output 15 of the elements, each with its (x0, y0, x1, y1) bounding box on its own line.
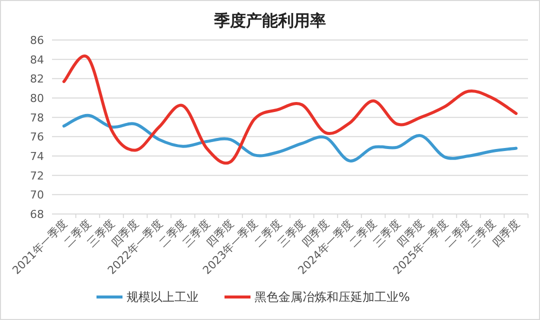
line-series (62, 114, 518, 162)
y-tick-label: 76 (30, 130, 44, 144)
y-tick-label: 74 (30, 150, 44, 163)
legend-label: 规模以上工业 (126, 290, 198, 304)
line-series (62, 54, 518, 164)
y-tick-label: 84 (30, 53, 44, 66)
y-tick-label: 80 (30, 92, 44, 105)
y-tick-label: 78 (30, 111, 44, 124)
y-tick-label: 68 (30, 208, 44, 221)
y-tick-label: 82 (30, 72, 44, 86)
y-tick-label: 72 (30, 169, 44, 182)
legend-label: 黑色金属冶炼和压延加工业% (254, 290, 410, 304)
chart-title: 季度产能利用率 (213, 11, 326, 30)
y-tick-label: 70 (30, 188, 44, 202)
y-tick-label: 86 (30, 34, 44, 47)
